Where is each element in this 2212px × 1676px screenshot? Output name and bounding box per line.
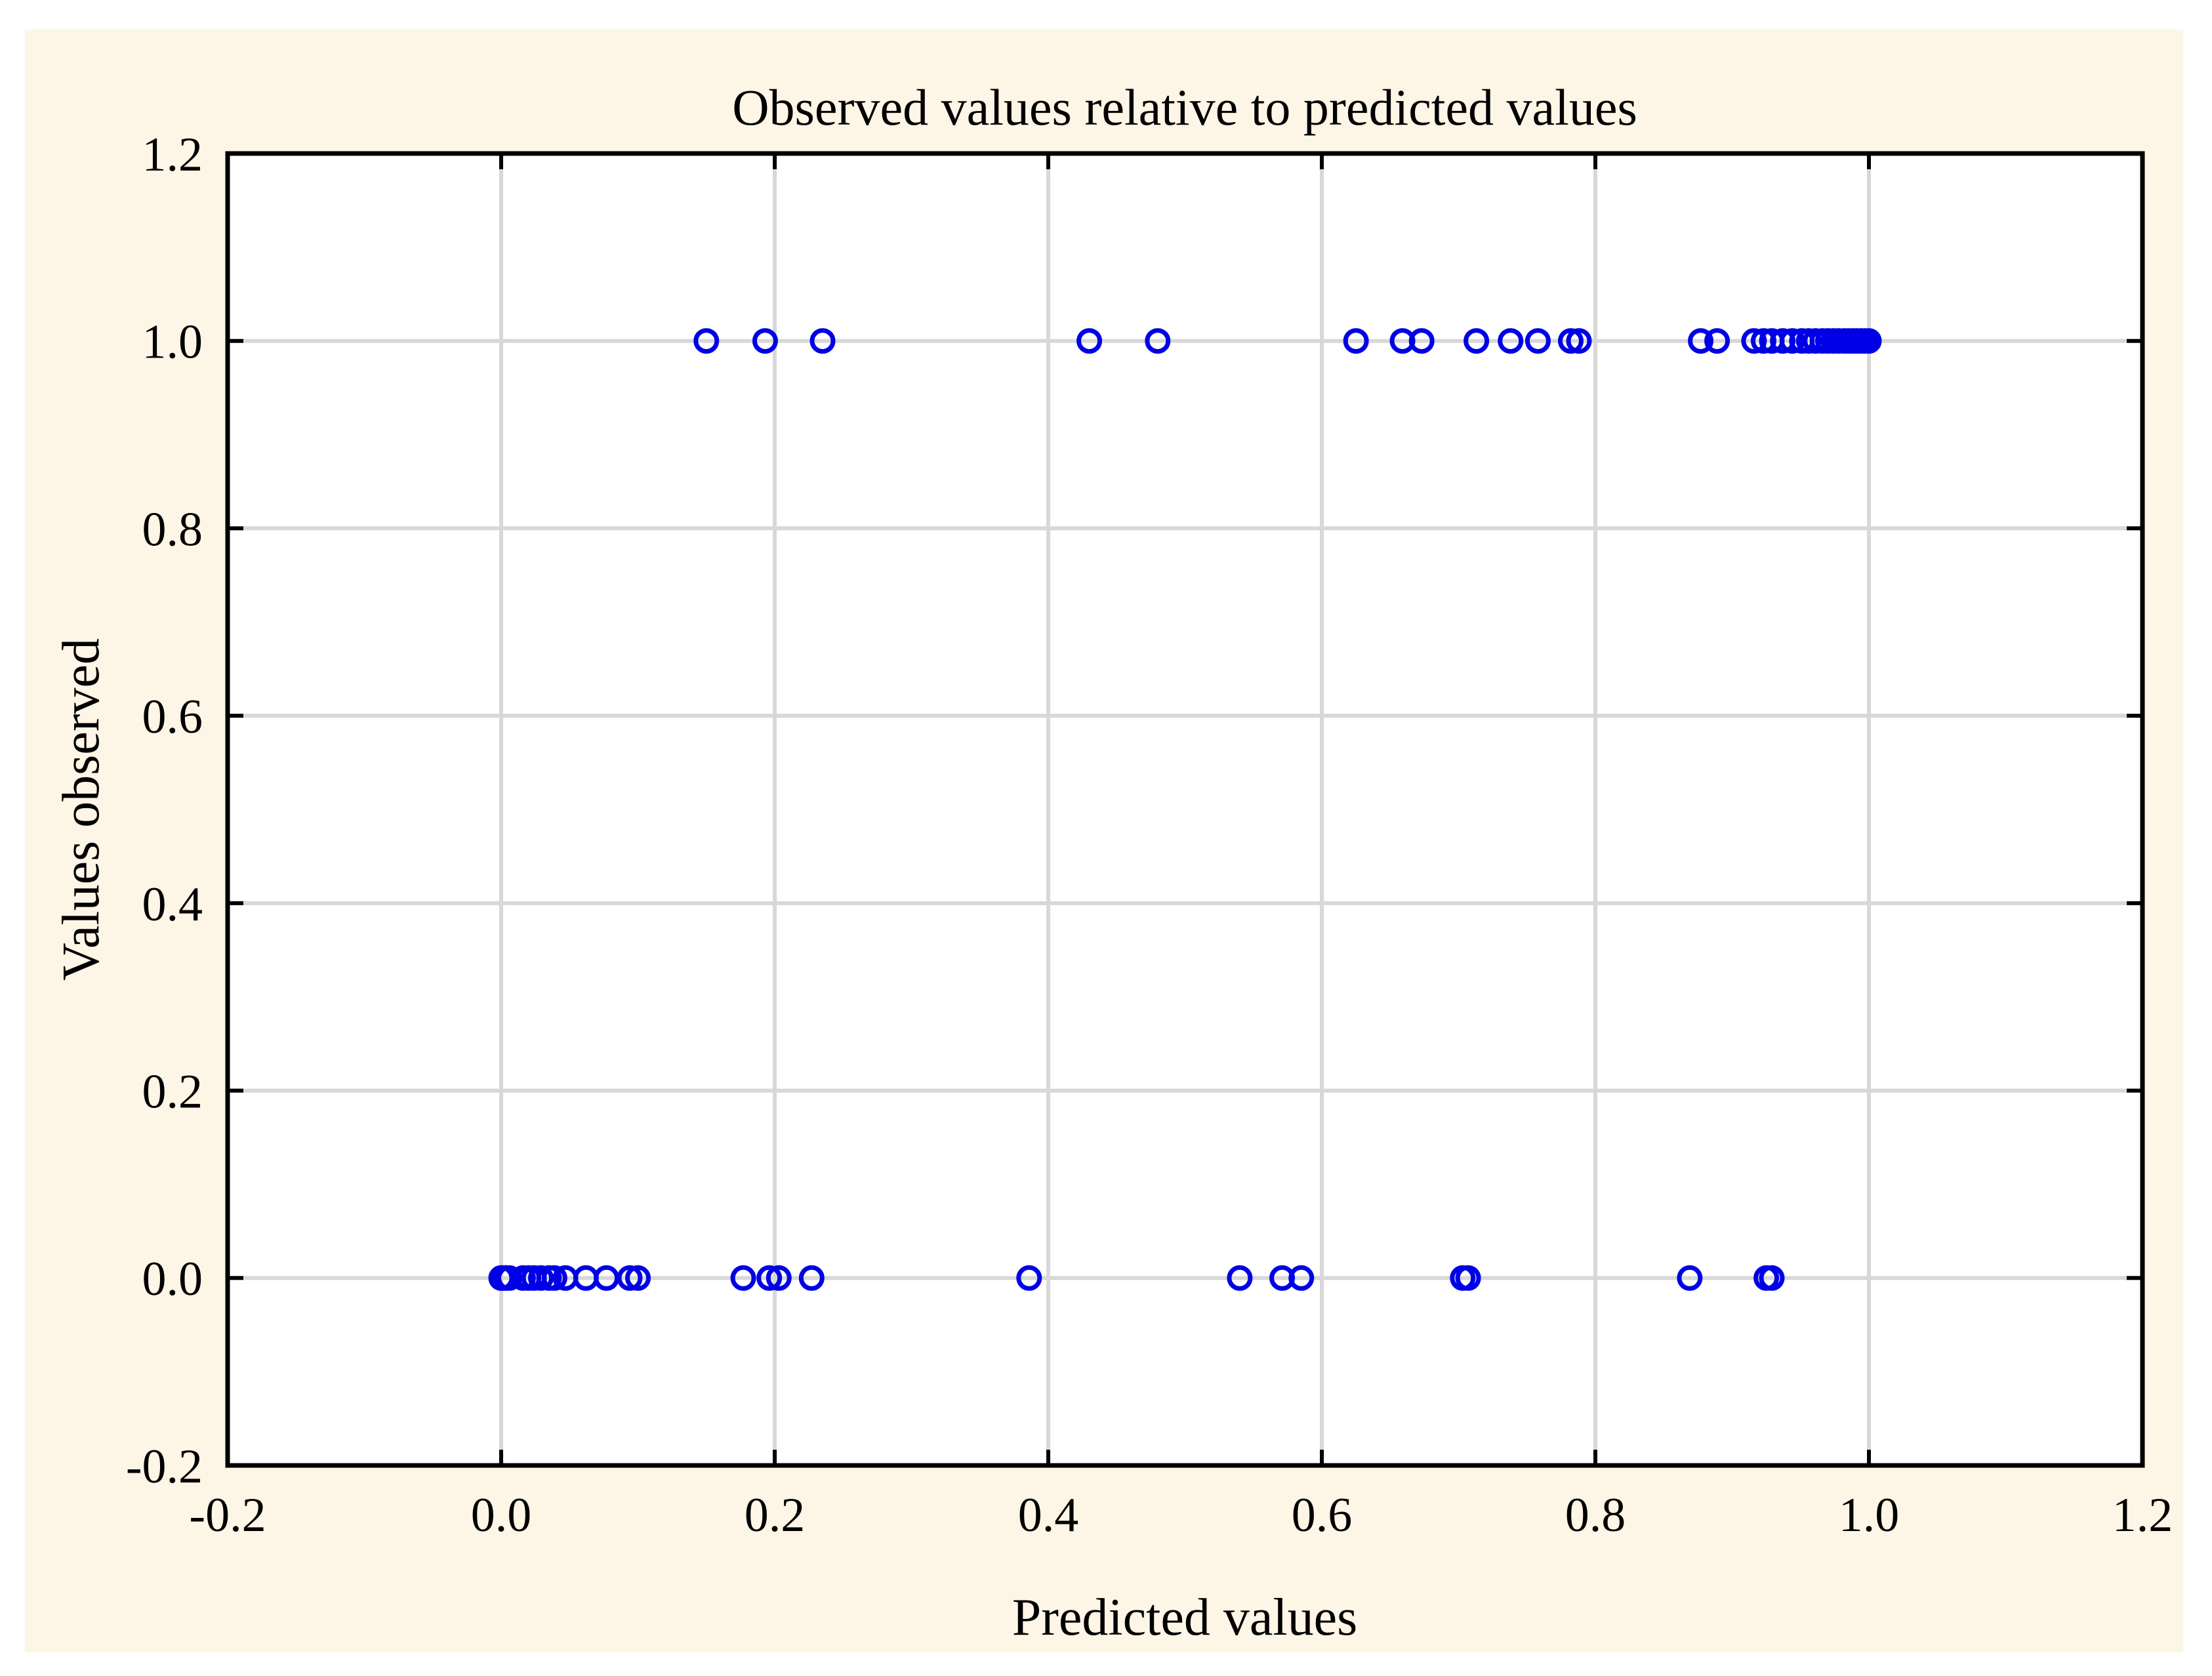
scatter-point — [1016, 1265, 1042, 1291]
y-tick-label: 0.2 — [142, 1065, 203, 1118]
chart-title: Observed values relative to predicted va… — [732, 79, 1637, 136]
scatter-point — [730, 1265, 756, 1291]
scatter-point — [617, 1265, 643, 1291]
scatter-point — [1856, 328, 1882, 354]
y-tick-label: 0.0 — [142, 1252, 203, 1306]
x-tick-label: 0.4 — [1018, 1488, 1079, 1542]
y-tick-label: 0.4 — [142, 878, 203, 931]
y-axis-title: Values observed — [52, 638, 110, 981]
scatter-point — [1227, 1265, 1253, 1291]
x-tick-label: 0.0 — [471, 1488, 532, 1542]
plot-area — [228, 153, 2142, 1465]
x-tick-label: 0.2 — [745, 1488, 806, 1542]
scatter-point — [693, 328, 720, 354]
scatter-point — [1566, 328, 1592, 354]
scatter-point — [1741, 328, 1767, 354]
scatter-point — [1498, 328, 1524, 354]
x-tick-label: 0.6 — [1292, 1488, 1353, 1542]
scatter-point — [1343, 328, 1369, 354]
y-tick-label: 1.0 — [142, 316, 203, 369]
gridlines — [228, 153, 2142, 1465]
x-tick-label: -0.2 — [189, 1488, 266, 1542]
x-axis-tick-labels: -0.2 0.0 0.2 0.4 0.6 0.8 1.0 1.2 — [189, 1488, 2173, 1542]
scatter-point — [1455, 1265, 1481, 1291]
scatter-point — [1688, 328, 1714, 354]
scatter-point — [809, 328, 836, 354]
scatter-point — [798, 1265, 825, 1291]
scatter-point — [1464, 328, 1490, 354]
y-axis-tick-labels: -0.2 0.0 0.2 0.4 0.6 0.8 1.0 1.2 — [126, 128, 203, 1494]
scatter-point — [752, 328, 778, 354]
x-tick-label: 1.0 — [1839, 1488, 1900, 1542]
scatter-point — [1145, 328, 1171, 354]
y-tick-label: -0.2 — [126, 1440, 203, 1494]
y-tick-label: 0.8 — [142, 502, 203, 556]
x-tick-label: 1.2 — [2112, 1488, 2173, 1542]
x-tick-label: 0.8 — [1565, 1488, 1626, 1542]
scatter-point — [1677, 1265, 1703, 1291]
scatter-point — [1759, 1265, 1785, 1291]
scatter-point — [625, 1265, 651, 1291]
scatter-point — [1704, 328, 1731, 354]
scatter-point — [1557, 328, 1584, 354]
scatter-point — [527, 1265, 554, 1291]
y-tick-label: 1.2 — [142, 128, 203, 182]
scatter-point — [766, 1265, 792, 1291]
plot-border — [225, 151, 2145, 1468]
scatter-point — [1408, 328, 1435, 354]
scatter-point — [1076, 328, 1103, 354]
y-tick-label: 0.6 — [142, 690, 203, 744]
scatter-point — [1525, 328, 1551, 354]
scatter-point — [1288, 1265, 1315, 1291]
data-points — [488, 328, 1882, 1291]
x-axis-title: Predicted values — [1012, 1589, 1357, 1646]
scatter-point — [756, 1265, 783, 1291]
scatter-point — [541, 1265, 567, 1291]
